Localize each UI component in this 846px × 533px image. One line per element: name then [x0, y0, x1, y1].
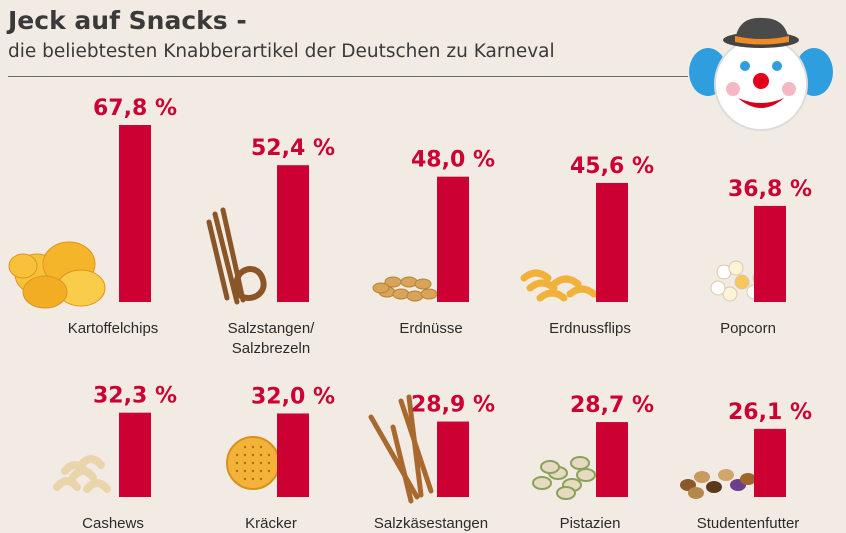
cracker-icon	[226, 436, 280, 490]
data-label: 48,0 %	[411, 148, 495, 173]
cheese-sticks-icon	[368, 394, 434, 504]
data-label: 32,0 %	[251, 384, 335, 409]
title-divider	[8, 76, 688, 77]
bar	[596, 422, 628, 497]
pretzel-icon	[206, 207, 267, 305]
trail-mix-icon	[680, 469, 756, 499]
category-label: Erdnussflips	[549, 320, 631, 337]
category-label: Erdnüsse	[399, 320, 462, 337]
bar-group-popcorn: 36,8 % Popcorn	[710, 177, 812, 337]
category-label: Popcorn	[720, 320, 776, 337]
data-label: 26,1 %	[728, 400, 812, 425]
data-label: 45,6 %	[570, 154, 654, 179]
category-label: Kräcker	[245, 515, 297, 532]
chips-icon	[8, 241, 106, 309]
bar-group-cashews: 32,3 % Cashews	[53, 384, 177, 532]
bar	[119, 412, 151, 497]
bar	[277, 165, 309, 302]
category-label: Kartoffelchips	[68, 320, 159, 337]
peanut-flips-icon	[520, 269, 598, 302]
category-label: Studentenfutter	[697, 515, 800, 532]
bar	[277, 413, 309, 497]
pistachios-icon	[532, 456, 596, 500]
bar	[596, 182, 628, 302]
bar	[119, 125, 151, 302]
data-label: 28,9 %	[411, 393, 495, 418]
bar-group-kräcker: 32,0 % Kräcker	[226, 384, 335, 532]
clown-icon	[689, 17, 833, 131]
bar	[437, 176, 469, 302]
bar-group-salzkäsestangen: 28,9 % Salzkäsestangen	[368, 393, 495, 532]
category-label: Pistazien	[560, 515, 621, 532]
page-subtitle: die beliebtesten Knabberartikel der Deut…	[8, 41, 555, 62]
peanuts-icon	[372, 276, 438, 302]
category-label: Cashews	[82, 515, 144, 532]
bar-group-studentenfutter: 26,1 % Studentenfutter	[680, 400, 812, 532]
bar-group-kartoffelchips: 67,8 % Kartoffelchips	[8, 96, 177, 337]
cashews-icon	[53, 455, 111, 493]
category-label: Salzbrezeln	[232, 340, 310, 357]
bar-group-pistazien: 28,7 % Pistazien	[532, 393, 654, 532]
data-label: 28,7 %	[570, 393, 654, 418]
data-label: 67,8 %	[93, 96, 177, 121]
bar	[754, 428, 786, 497]
bar	[437, 421, 469, 497]
bar	[754, 205, 786, 302]
category-label: Salzkäsestangen	[374, 515, 488, 532]
category-label: Salzstangen/	[228, 320, 316, 337]
page-title: Jeck auf Snacks -	[8, 6, 247, 35]
data-label: 32,3 %	[93, 384, 177, 409]
bar-group-salzstangen: 52,4 % Salzstangen/Salzbrezeln	[206, 136, 335, 357]
data-label: 52,4 %	[251, 136, 335, 161]
data-label: 36,8 %	[728, 177, 812, 202]
bar-group-erdnussflips: 45,6 % Erdnussflips	[520, 154, 654, 337]
bar-group-erdnüsse: 48,0 % Erdnüsse	[372, 148, 495, 337]
